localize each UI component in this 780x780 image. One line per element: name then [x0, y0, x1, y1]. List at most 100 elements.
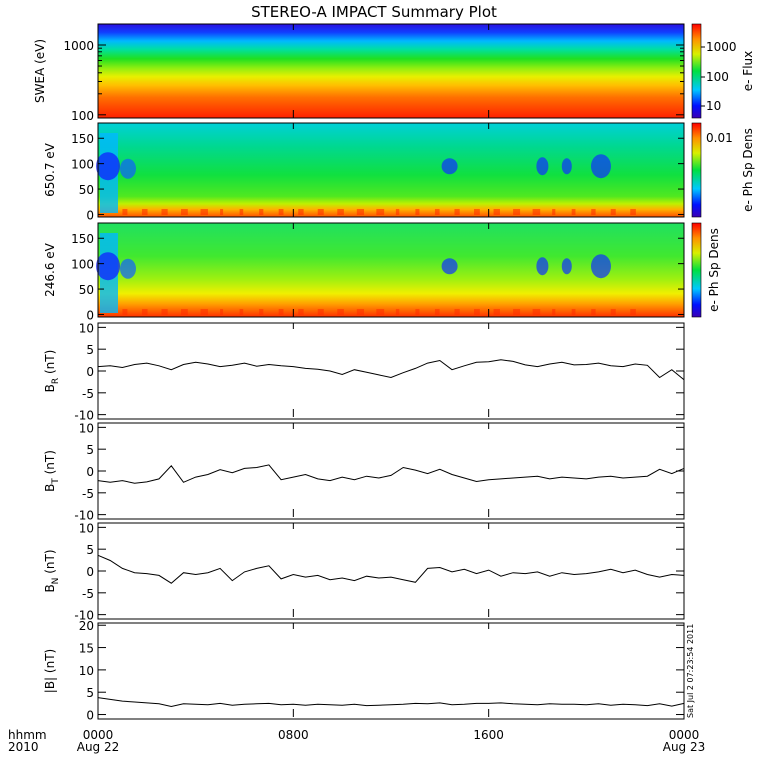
BR-ytick-label: -10: [74, 409, 94, 423]
BR-ytick-label: 0: [86, 365, 94, 379]
BT-ytick-label: -10: [74, 509, 94, 523]
pad650-bottom-burst: [298, 209, 304, 215]
pad246-bottom-burst: [337, 309, 344, 315]
pad246-bottom-burst: [278, 309, 284, 315]
pad246-bottom-burst: [610, 309, 616, 315]
Bmag-frame: [97, 622, 685, 720]
pad246-bottom-burst: [552, 309, 556, 315]
swea-colorbar: [691, 23, 702, 119]
pad650-lowflux-blob: [536, 157, 549, 176]
swea-colorbar-ticks: 10 100 1000: [701, 40, 737, 113]
pad246-bottom-burst: [493, 309, 500, 315]
pad246-bottom-burst: [513, 309, 521, 315]
pad246-bottom-burst: [532, 309, 541, 315]
BN-series-line: [97, 554, 685, 584]
time-axis-row2-label: 2010: [8, 740, 39, 754]
swea-colorbar-label: e- Flux: [741, 51, 755, 91]
pad650-ytick-group: 0 50 100 150: [71, 132, 684, 222]
pad246-bottom-burst: [454, 309, 460, 315]
pad650-panel: 0 50 100 150 650.7 eV 0.01 e- Ph Sp Dens: [43, 122, 755, 222]
pad650-bottom-burst: [376, 209, 385, 215]
pad246-bottom-burst: [239, 309, 244, 315]
pad650-bottom-burst: [122, 209, 128, 215]
Bmag-series-line: [97, 697, 685, 708]
pad650-bottom-burst: [415, 209, 420, 215]
pad650-bottom-burst: [591, 209, 596, 215]
BN-ylabel: BN (nT): [43, 549, 61, 592]
pad650-bottom-burst: [630, 209, 636, 215]
pad246-ylabel: 246.6 eV: [43, 242, 57, 297]
pad650-frame: [97, 122, 685, 218]
pad246-bottom-burst: [317, 309, 324, 315]
swea-frame: [97, 23, 685, 119]
pad246-lowflux-blob: [441, 258, 458, 275]
pad246-bottom-burst: [200, 309, 208, 315]
pad246-bottom-burst: [122, 309, 128, 315]
pad650-bottom-burst: [571, 209, 576, 215]
BN-ytick-label: 5: [86, 543, 94, 557]
pad650-features: [96, 133, 636, 215]
pad650-bottom-burst: [259, 209, 264, 215]
BN-ytick-label: -5: [82, 587, 94, 601]
pad246-ytick-label: 0: [86, 308, 94, 322]
pad246-bottom-burst: [181, 309, 188, 315]
pad246-bottom-burst: [434, 309, 440, 315]
pad650-bottom-burst: [610, 209, 616, 215]
pad246-bottom-burst: [259, 309, 264, 315]
BR-ytick-label: 5: [86, 343, 94, 357]
pad246-colorbar-label: e- Ph Sp Dens: [707, 228, 721, 312]
Bmag-ytick-label: 20: [79, 619, 94, 633]
pad650-bottom-burst: [181, 209, 188, 215]
pad246-lowflux-blob: [96, 252, 120, 281]
pad246-bottom-burst: [161, 309, 168, 315]
pad650-ytick-label: 100: [71, 158, 94, 172]
Bmag-ylabel: |B| (nT): [43, 649, 57, 693]
pad650-bottom-burst: [356, 209, 365, 215]
date-tick-label: Aug 22: [77, 740, 120, 754]
pad650-bottom-burst: [454, 209, 460, 215]
pad650-bottom-burst: [532, 209, 541, 215]
pad650-colorbar-tick: 0.01: [706, 131, 733, 145]
pad650-bottom-burst: [493, 209, 500, 215]
generation-timestamp: Sat Jul 2 07:23:54 2011: [686, 624, 695, 718]
Bmag-ytick-label: 15: [79, 642, 94, 656]
time-axis-row1-label: hhmm: [8, 728, 47, 742]
BT-ylabel: BT (nT): [43, 450, 61, 492]
time-tick-label: 1600: [473, 728, 504, 742]
time-tick-label: 0800: [278, 728, 309, 742]
pad246-frame: [97, 222, 685, 318]
pad650-spectrogram: [98, 123, 684, 217]
pad650-bottom-burst: [278, 209, 284, 215]
pad246-bottom-burst: [591, 309, 596, 315]
pad246-bottom-burst: [376, 309, 385, 315]
pad246-ytick-label: 150: [71, 232, 94, 246]
pad650-lowflux-blob: [561, 158, 572, 175]
pad650-bottom-burst: [239, 209, 244, 215]
swea-colorbar-tick-label: 100: [706, 70, 729, 84]
pad246-bottom-burst: [220, 309, 224, 315]
pad246-lowflux-blob: [536, 257, 549, 276]
pad246-bottom-burst: [630, 309, 636, 315]
pad650-lowflux-blob: [120, 158, 136, 179]
BN-ytick-label: 10: [79, 521, 94, 535]
magnetic-field-panels: -10 -5 0 5 10 BR (nT) -10 -5 0 5 10 BT (nT) -10 -5 0 5 1…: [43, 321, 685, 723]
pad650-bottom-burst: [161, 209, 168, 215]
swea-colorbar-tick-label: 10: [706, 99, 721, 113]
pad650-bottom-burst: [552, 209, 556, 215]
time-tick-label: 0000: [669, 728, 700, 742]
plot-title: STEREO-A IMPACT Summary Plot: [251, 3, 497, 21]
pad246-bottom-burst: [395, 309, 400, 315]
pad650-bottom-burst: [220, 209, 224, 215]
pad650-lowflux-blob: [441, 158, 458, 175]
pad650-bottom-burst: [337, 209, 344, 215]
pad650-lowflux-blob: [590, 154, 611, 179]
Bmag-ytick-label: 0: [86, 709, 94, 723]
Bmag-ytick-label: 10: [79, 664, 94, 678]
BR-frame: [97, 322, 685, 420]
BN-ytick-label: 0: [86, 565, 94, 579]
pad246-bottom-burst: [415, 309, 420, 315]
pad650-bottom-burst: [141, 209, 148, 215]
pad246-bottom-burst: [356, 309, 365, 315]
